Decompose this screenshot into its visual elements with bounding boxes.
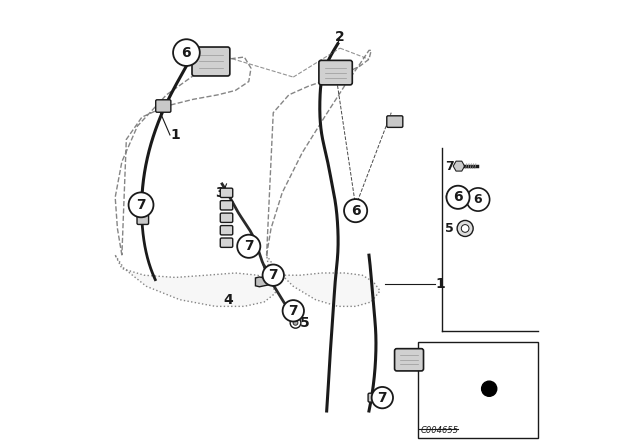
Text: 5: 5: [300, 316, 310, 330]
Circle shape: [457, 220, 473, 237]
FancyBboxPatch shape: [220, 225, 233, 235]
FancyBboxPatch shape: [368, 393, 379, 402]
FancyBboxPatch shape: [220, 238, 233, 247]
Text: 6: 6: [474, 193, 483, 206]
Text: 3: 3: [214, 186, 224, 200]
Text: 6: 6: [453, 190, 463, 204]
Circle shape: [293, 320, 298, 325]
Polygon shape: [267, 255, 380, 306]
Circle shape: [237, 235, 260, 258]
Text: 4: 4: [223, 293, 233, 307]
Text: 5: 5: [445, 222, 453, 235]
Polygon shape: [255, 277, 269, 287]
Circle shape: [129, 192, 154, 217]
FancyBboxPatch shape: [220, 213, 233, 223]
FancyBboxPatch shape: [285, 305, 296, 314]
FancyBboxPatch shape: [156, 100, 171, 112]
Polygon shape: [115, 255, 275, 306]
Circle shape: [461, 224, 469, 233]
Circle shape: [372, 387, 393, 408]
Circle shape: [344, 199, 367, 222]
FancyBboxPatch shape: [387, 116, 403, 127]
Text: 7: 7: [289, 304, 298, 318]
Polygon shape: [454, 193, 463, 201]
Text: C004655: C004655: [420, 426, 458, 435]
Text: 7: 7: [445, 159, 453, 172]
Text: 1: 1: [436, 277, 445, 291]
Text: 6: 6: [351, 204, 360, 218]
FancyBboxPatch shape: [395, 349, 424, 371]
Text: 6: 6: [182, 46, 191, 60]
FancyBboxPatch shape: [220, 201, 233, 210]
Bar: [418, 342, 538, 438]
Circle shape: [447, 186, 470, 209]
Circle shape: [290, 318, 301, 328]
Circle shape: [467, 188, 490, 211]
Text: 7: 7: [378, 391, 387, 405]
Text: 7: 7: [244, 239, 253, 253]
Circle shape: [482, 381, 497, 396]
Text: 2: 2: [335, 30, 345, 44]
FancyBboxPatch shape: [270, 273, 281, 282]
FancyBboxPatch shape: [248, 244, 259, 253]
Circle shape: [262, 264, 284, 286]
FancyBboxPatch shape: [137, 215, 148, 224]
FancyBboxPatch shape: [220, 188, 233, 198]
Circle shape: [283, 300, 304, 322]
Circle shape: [173, 39, 200, 66]
FancyBboxPatch shape: [319, 60, 352, 85]
Text: 7: 7: [268, 268, 278, 282]
Text: 6: 6: [445, 191, 453, 204]
Text: 1: 1: [171, 128, 180, 142]
FancyBboxPatch shape: [192, 47, 230, 76]
Text: 7: 7: [136, 198, 146, 212]
Polygon shape: [453, 161, 465, 171]
